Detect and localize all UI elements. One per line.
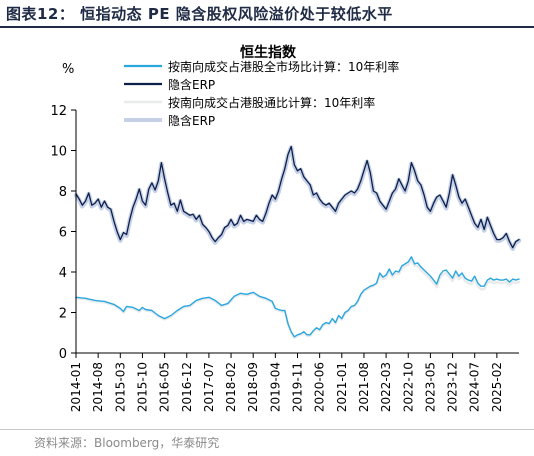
x-tick-label: 2018-02 <box>224 362 238 412</box>
x-tick-label: 2014-01 <box>69 362 83 412</box>
y-tick-label: 10 <box>50 145 67 160</box>
series-line-3 <box>73 145 522 251</box>
x-tick-label: 2015-03 <box>113 362 127 412</box>
legend-label-1: 隐含ERP <box>168 77 215 92</box>
x-tick-label: 2019-11 <box>291 362 305 412</box>
title-rule <box>0 26 534 28</box>
x-tick-label: 2021-01 <box>335 362 349 412</box>
y-tick-label: 2 <box>59 307 67 322</box>
y-tick-label: 12 <box>50 104 67 119</box>
x-tick-label: 2022-03 <box>379 362 393 412</box>
x-tick-label: 2022-10 <box>401 362 415 412</box>
y-tick-label: 6 <box>59 226 67 241</box>
y-tick-label: 0 <box>59 347 67 362</box>
figure-title: 图表12： 恒指动态 PE 隐含股权风险溢价处于较低水平 <box>6 5 393 23</box>
legend-label-0: 按南向成交占港股全市场比计算：10年利率 <box>168 59 399 74</box>
axes: 0 2 4 6 8 10 12 2014-01 2014-08 2015-03 2015-10 201… <box>50 104 519 412</box>
x-tick-label: 2019-04 <box>268 362 282 412</box>
x-tick-label: 2020-06 <box>313 362 327 412</box>
legend-label-2: 按南向成交占港股通比计算：10年利率 <box>168 95 375 110</box>
x-tick-label: 2024-07 <box>468 362 482 412</box>
x-tick-label: 2014-08 <box>91 362 105 412</box>
x-tick-label: 2016-05 <box>158 362 172 412</box>
y-tick-label: 4 <box>59 266 67 281</box>
source-note: 资料来源：Bloomberg，华泰研究 <box>34 436 220 450</box>
x-tick-label: 2017-07 <box>202 362 216 412</box>
x-tick-label: 2018-09 <box>246 362 260 412</box>
x-tick-label: 2023-12 <box>446 362 460 412</box>
x-tick-label: 2015-10 <box>135 362 149 412</box>
x-tick-label: 2021-08 <box>357 362 371 412</box>
series-line-0 <box>75 256 520 338</box>
chart-title: 恒生指数 <box>240 44 297 61</box>
series-line-1 <box>75 145 520 249</box>
chart-lines <box>73 145 522 339</box>
x-tick-label: 2016-12 <box>180 362 194 412</box>
series-line-2 <box>74 258 521 339</box>
source-rule <box>0 429 534 430</box>
y-axis-unit: % <box>62 62 74 77</box>
x-tick-label: 2025-02 <box>490 362 504 412</box>
y-tick-label: 8 <box>59 185 67 200</box>
legend-label-3: 隐含ERP <box>168 113 215 128</box>
x-tick-label: 2023-05 <box>423 362 437 412</box>
